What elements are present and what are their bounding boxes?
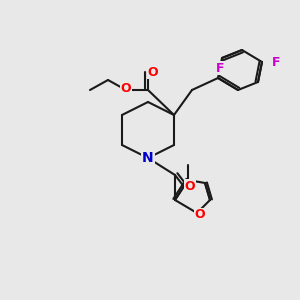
Text: F: F bbox=[216, 61, 224, 74]
Text: F: F bbox=[272, 56, 280, 68]
Text: O: O bbox=[195, 208, 205, 221]
Text: O: O bbox=[185, 179, 195, 193]
Text: N: N bbox=[142, 151, 154, 165]
Text: O: O bbox=[148, 65, 158, 79]
Text: O: O bbox=[121, 82, 131, 94]
